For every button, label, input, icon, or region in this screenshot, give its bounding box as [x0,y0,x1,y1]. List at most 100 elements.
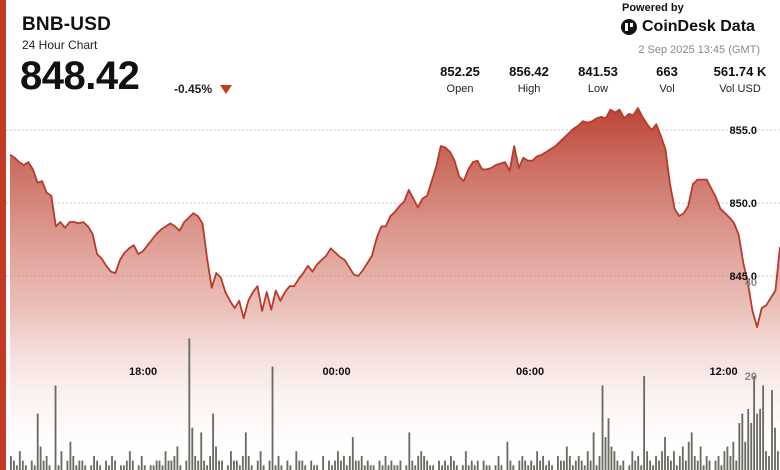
volume-bar [203,460,206,470]
volume-bar [399,460,402,470]
volume-bar [741,413,744,470]
volume-bar [420,451,423,470]
stat-value: 856.42 [509,64,549,79]
volume-bar [149,465,152,470]
y-axis-ticks: 845.0 850.0 855.0 [729,125,757,283]
volume-bar [438,460,440,470]
volume-bar [313,465,316,470]
volume-bar [494,465,497,470]
powered-by-label: Powered by [622,2,684,14]
volume-bar [560,460,562,470]
volume-bar [378,460,381,470]
volume-bar [93,455,96,470]
volume-bar [580,460,583,470]
stat-vol-usd: 561.74 K Vol USD [700,64,780,95]
volume-bar [631,451,634,470]
volume-bar [387,465,390,470]
volume-bar [348,455,351,470]
volume-bar [678,455,681,470]
volume-bar [188,338,191,470]
volume-bar [262,465,265,470]
volume-bar [340,460,342,470]
volume-bar [10,455,12,470]
volume-bar [488,465,491,470]
volume-bar [687,441,690,470]
volume-bar [432,465,435,470]
volume-bar [369,465,372,470]
volume-bar [363,465,366,470]
volume-bar [164,451,167,470]
volume-bar [530,460,533,470]
volume-bar [111,455,113,470]
volume-bar [670,460,672,470]
volume-bar [681,446,684,470]
y-tick-label: 850.0 [729,198,757,210]
volume-bar [235,460,238,470]
volume-bar [557,455,559,470]
volume-bar [521,455,524,470]
volume-bar [732,441,735,470]
x-axis-ticks: 18:00 00:00 06:00 12:00 [129,366,738,378]
volume-bar [161,465,164,470]
volume-bar [542,455,545,470]
volume-bar [268,460,271,470]
volume-bar [453,460,455,470]
volume-bar [702,465,705,470]
volume-bar [768,455,770,470]
volume-bar [170,460,173,470]
volume-bar [595,465,598,470]
volume-bar [765,451,767,470]
volume-bar [322,455,325,470]
volume-bar [485,465,488,470]
volume-bar [36,413,39,470]
volume-bar [301,460,304,470]
stat-label: Open [446,83,474,95]
volume-bar [197,460,200,470]
volume-bar [274,465,277,470]
stats-row: 852.25 Open 856.42 High 841.53 Low 663 V… [0,64,780,104]
volume-bar [417,455,420,470]
volume-bar [123,465,125,470]
volume-bar [244,432,247,470]
volume-bar [649,460,652,470]
volume-bar [158,460,161,470]
volume-bar [298,460,301,470]
brand-logo[interactable]: CoinDesk Data [620,18,755,36]
volume-bar [613,451,616,470]
volume-bar [334,460,336,470]
volume-bar [738,423,741,470]
volume-bar [405,465,408,470]
volume-bar [699,446,702,470]
volume-bar [259,451,262,470]
volume-bar [539,460,542,470]
volume-bar [286,460,289,470]
volume-bar [774,427,776,470]
volume-bar [690,432,693,470]
coindesk-logo-icon [621,19,637,35]
volume-bar [206,465,209,470]
volume-bar [693,455,696,470]
volume-bar [295,451,298,470]
volume-bar [357,460,360,470]
volume-bar [42,460,45,470]
volume-bar [551,465,553,470]
volume-bar [658,460,660,470]
volume-bar [652,465,655,470]
volume-bar [533,465,536,470]
volume-bar [646,451,649,470]
volume-bar [696,460,699,470]
volume-bar [467,465,470,470]
volume-bar [429,465,432,470]
volume-bar [619,465,622,470]
volume-bar [48,465,51,470]
volume-bar [194,455,197,470]
volume-bar [607,418,610,470]
current-price: 848.42 [20,54,140,98]
x-tick-label: 06:00 [516,366,544,378]
volume-bar [450,455,452,470]
volume-bar [598,455,601,470]
stat-vol: 663 Vol [627,64,707,95]
volume-bar [675,465,678,470]
